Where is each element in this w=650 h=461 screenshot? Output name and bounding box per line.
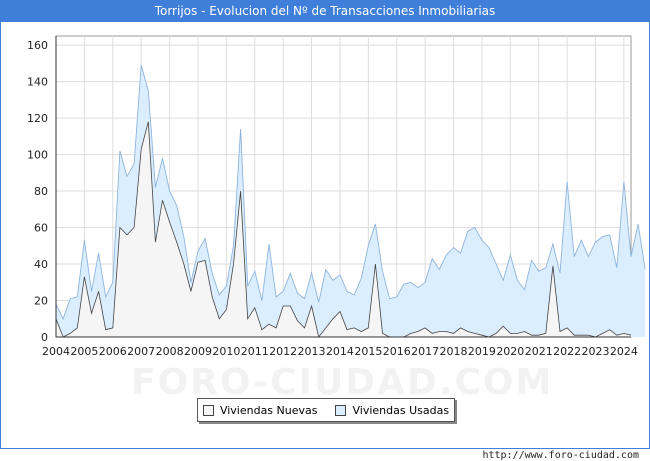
legend-swatch-usadas <box>335 404 347 416</box>
x-tick-label: 2017 <box>411 345 439 358</box>
legend-entry-nuevas: Viviendas Nuevas <box>202 403 318 417</box>
legend-label-usadas: Viviendas Usadas <box>352 403 450 417</box>
line-viviendas-usadas <box>55 65 646 320</box>
x-tick-label: 2009 <box>184 345 212 358</box>
line-viviendas-nuevas <box>55 121 632 338</box>
x-tick-label: 2019 <box>468 345 496 358</box>
y-tick-label: 20 <box>34 295 48 308</box>
x-tick-label: 2011 <box>241 345 269 358</box>
x-tick-label: 2008 <box>156 345 184 358</box>
y-tick-label: 0 <box>41 331 48 344</box>
y-tick-label: 60 <box>34 222 48 235</box>
source-link[interactable]: http://www.foro-ciudad.com <box>482 450 639 461</box>
legend-entry-usadas: Viviendas Usadas <box>335 404 449 417</box>
y-tick-label: 120 <box>27 112 48 125</box>
legend-swatch-nuevas <box>202 404 214 416</box>
x-tick-label: 2005 <box>70 345 98 358</box>
legend-label-nuevas: Viviendas Nuevas <box>219 403 318 417</box>
y-tick-label: 40 <box>34 258 48 271</box>
y-tick-label: 80 <box>34 185 48 198</box>
x-tick-label: 2014 <box>326 345 354 358</box>
x-tick-label: 2016 <box>383 345 411 358</box>
x-tick-label: 2018 <box>440 345 468 358</box>
area-viviendas-nuevas <box>56 121 631 337</box>
x-tick-label: 2010 <box>212 345 240 358</box>
x-tick-label: 2024 <box>610 345 638 358</box>
x-tick-label: 2004 <box>42 345 70 358</box>
chart-title: Torrijos - Evolucion del Nº de Transacci… <box>0 0 650 22</box>
chart-legend: Viviendas Nuevas Viviendas Usadas <box>197 398 455 422</box>
x-tick-label: 2022 <box>553 345 581 358</box>
x-tick-label: 2021 <box>525 345 553 358</box>
y-tick-label: 100 <box>27 149 48 162</box>
x-tick-label: 2007 <box>127 345 155 358</box>
y-tick-label: 160 <box>27 39 48 52</box>
x-tick-label: 2006 <box>99 345 127 358</box>
watermark: FORO-CIUDAD.COM <box>131 362 554 403</box>
x-tick-label: 2013 <box>298 345 326 358</box>
x-tick-label: 2023 <box>582 345 610 358</box>
chart-frame: FORO-CIUDAD.COM 0 20 40 60 80 100 120 140 160 200… <box>0 22 650 461</box>
x-tick-label: 2012 <box>269 345 297 358</box>
x-tick-label: 2020 <box>496 345 524 358</box>
y-tick-label: 140 <box>27 76 48 89</box>
x-tick-label: 2015 <box>354 345 382 358</box>
